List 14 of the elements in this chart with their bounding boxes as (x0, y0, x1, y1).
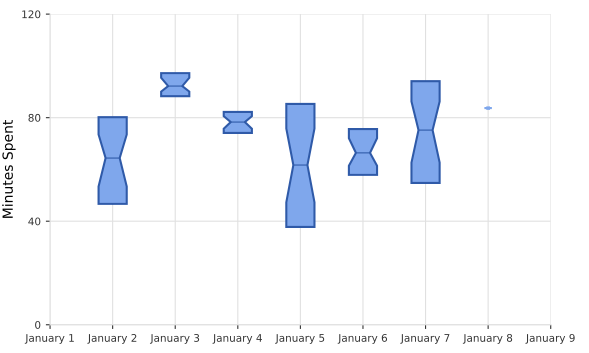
x-tick-label: January 5 (275, 334, 324, 344)
y-axis-title: Minutes Spent (2, 120, 16, 218)
y-tick-label: 80 (28, 114, 40, 122)
x-tick-label: January 6 (338, 334, 388, 344)
x-tick-label: January 8 (462, 334, 512, 344)
x-tick-label: January 7 (400, 334, 450, 344)
x-tick-label: January 3 (150, 334, 200, 344)
x-tick-label: January 1 (24, 334, 74, 344)
x-tick-label: January 9 (525, 334, 575, 344)
x-tick-label: January 2 (87, 334, 136, 344)
x-tick-label: January 4 (212, 334, 262, 344)
y-tick-label: 120 (22, 10, 40, 18)
y-tick-label: 40 (28, 217, 40, 226)
y-tick-label: 0 (35, 320, 40, 329)
